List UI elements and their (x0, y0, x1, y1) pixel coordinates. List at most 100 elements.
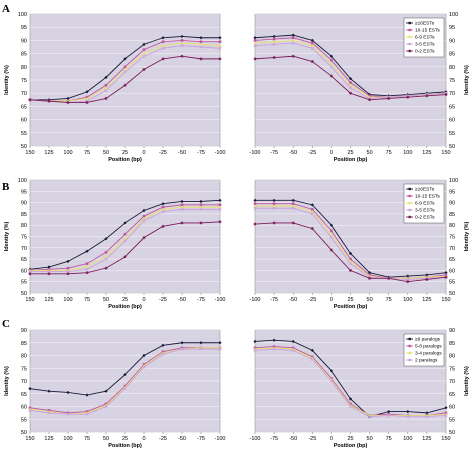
data-point (199, 207, 203, 212)
data-point (142, 236, 146, 240)
x-tick-label: -75 (197, 297, 205, 303)
data-point (199, 42, 203, 46)
data-point (142, 42, 146, 46)
data-point (104, 75, 108, 79)
y-tick-label: 85 (449, 52, 455, 58)
y-tick-label: 80 (449, 223, 455, 229)
data-point (368, 98, 372, 102)
data-point (444, 275, 448, 279)
data-point (349, 91, 352, 95)
data-point (218, 207, 222, 212)
x-tick-label: 150 (25, 150, 34, 156)
x-tick-label: 100 (403, 150, 412, 156)
data-point (104, 88, 108, 93)
y-tick-label: 80 (21, 223, 27, 229)
data-point (272, 221, 276, 225)
data-point (66, 412, 70, 416)
data-point (123, 83, 127, 87)
legend-label: 6-9 ESTs (415, 201, 435, 207)
data-point (123, 387, 127, 391)
y-tick-label: 55 (449, 280, 455, 286)
data-point (199, 347, 203, 351)
data-point (272, 198, 276, 202)
data-point (291, 38, 295, 42)
data-point (199, 40, 203, 44)
x-tick-label: 75 (386, 150, 392, 156)
y-tick-label: 100 (449, 12, 458, 18)
data-point (348, 261, 353, 266)
data-point (123, 65, 127, 69)
data-point (199, 205, 203, 209)
x-tick-label: -75 (270, 150, 278, 156)
data-point (368, 271, 372, 275)
y-axis-title: Identity (%) (464, 222, 470, 252)
data-point (329, 54, 333, 58)
x-tick-label: -75 (197, 436, 205, 442)
data-point (123, 239, 127, 243)
data-point (180, 34, 184, 39)
data-point (218, 198, 222, 202)
data-point (123, 70, 127, 74)
y-tick-label: 90 (449, 328, 455, 334)
chart-b-left: 50 55 60 65 70 75 80 85 90 95 100 150 125 100 75 50 25 0 -… (4, 178, 226, 310)
x-axis-title: Position (bp) (334, 157, 368, 163)
y-tick-label: 70 (21, 246, 27, 252)
x-tick-label: -50 (289, 297, 297, 303)
panel-letter-c: C (2, 318, 10, 330)
data-point (85, 100, 89, 104)
data-point (348, 404, 353, 409)
x-tick-label: -100 (214, 436, 225, 442)
x-tick-label: 25 (347, 150, 353, 156)
x-tick-label: 25 (122, 150, 128, 156)
data-point (161, 224, 165, 228)
y-tick-label: 55 (21, 417, 27, 423)
data-point (253, 204, 257, 208)
y-tick-label: 70 (449, 379, 455, 385)
y-tick-label: 95 (21, 25, 27, 31)
data-point (28, 272, 32, 276)
legend-label: 2 paralogs (415, 358, 438, 364)
y-tick-label: 75 (21, 366, 27, 372)
legend-label: 3-5 ESTs (415, 42, 435, 48)
x-tick-label: -50 (289, 436, 297, 442)
data-point (272, 34, 276, 39)
y-tick-label: 85 (449, 341, 455, 347)
y-tick-label: 55 (21, 280, 27, 286)
panel-letter-a: A (2, 3, 10, 15)
x-tick-label: 100 (63, 436, 72, 442)
y-tick-label: 60 (21, 268, 27, 274)
data-point (28, 269, 32, 274)
data-point (180, 207, 184, 212)
legend-label: 10-15 ESTs (415, 194, 440, 200)
data-point (104, 257, 108, 261)
y-tick-label: 70 (21, 91, 27, 97)
data-point (180, 205, 184, 209)
data-point (253, 206, 257, 210)
y-tick-label: 75 (21, 78, 27, 84)
legend-marker (408, 21, 411, 25)
data-point (85, 393, 89, 397)
y-axis-title: Identity (%) (4, 366, 10, 396)
y-tick-label: 55 (449, 417, 455, 423)
data-point (85, 265, 89, 269)
data-point (291, 198, 295, 202)
x-tick-label: 75 (84, 436, 90, 442)
data-point (104, 255, 108, 259)
y-tick-label: 80 (21, 65, 27, 71)
x-tick-label: -25 (308, 150, 316, 156)
data-point (218, 205, 222, 209)
data-point (310, 203, 314, 207)
data-point (406, 410, 410, 414)
data-point (253, 198, 257, 202)
data-point (329, 232, 333, 236)
x-tick-label: 150 (25, 436, 34, 442)
x-tick-label: 150 (25, 297, 34, 303)
data-point (330, 229, 333, 233)
data-point (161, 209, 165, 214)
data-point (180, 341, 184, 345)
data-point (142, 214, 146, 218)
data-point (142, 52, 146, 55)
data-point (180, 203, 184, 207)
data-point (161, 343, 165, 347)
data-point (348, 77, 353, 81)
